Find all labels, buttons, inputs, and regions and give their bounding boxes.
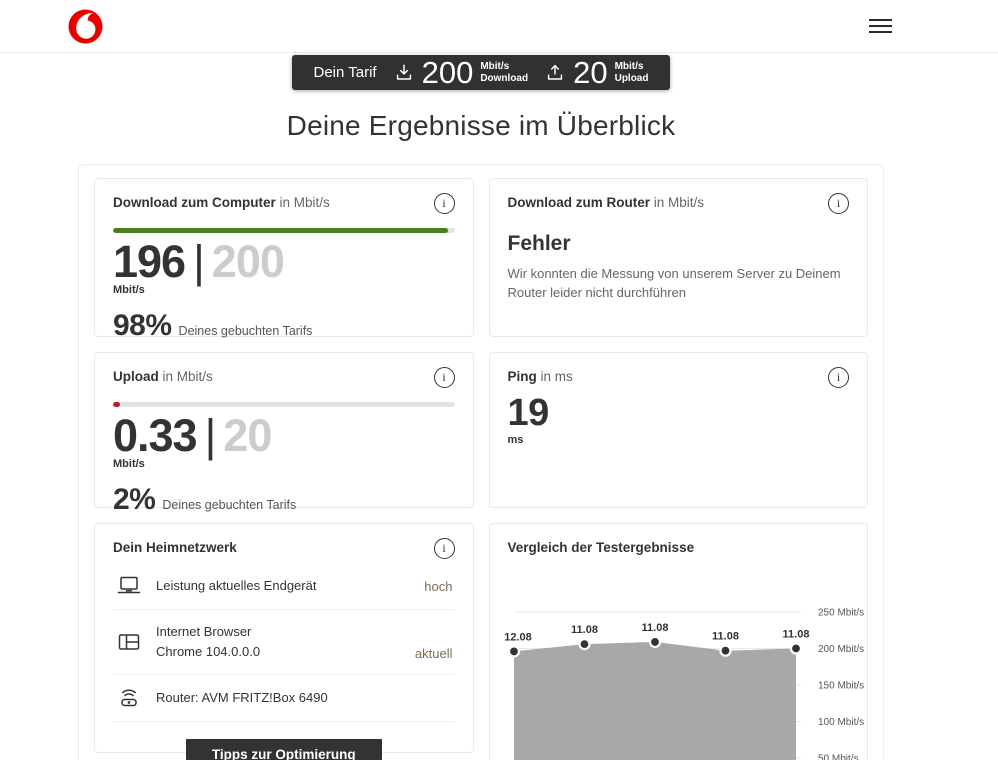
router-icon (115, 687, 142, 709)
svg-text:11.08: 11.08 (571, 624, 598, 636)
browser-icon (115, 632, 142, 652)
download-icon (393, 62, 415, 84)
tariff-upload-value: 20 (573, 57, 607, 88)
card-title: Download zum Computer in Mbit/s (113, 195, 330, 210)
download-percent-label: Deines gebuchten Tarifs (179, 324, 313, 338)
menu-hamburger-icon[interactable] (869, 15, 892, 37)
card-title: Upload in Mbit/s (113, 369, 213, 384)
svg-text:11.08: 11.08 (712, 631, 739, 643)
card-title: Ping in ms (508, 369, 573, 384)
info-icon[interactable]: i (828, 193, 849, 214)
network-row-status: hoch (424, 579, 452, 594)
tariff-download-value: 200 (422, 57, 474, 88)
network-row-device: Leistung aktuelles Endgerät hoch (113, 563, 455, 610)
card-title: Vergleich der Testergebnisse (508, 540, 695, 555)
card-title: Dein Heimnetzwerk (113, 540, 237, 555)
tariff-upload: 20 Mbit/s Upload (544, 57, 648, 88)
tariff-banner: Dein Tarif 200 Mbit/s Download 20 Mbit/s (292, 55, 671, 90)
results-container: Download zum Computer in Mbit/s i 196|20… (78, 164, 884, 760)
tariff-download: 200 Mbit/s Download (393, 57, 529, 88)
card-download-router: Download zum Router in Mbit/s i Fehler W… (489, 178, 869, 337)
svg-text:150 Mbit/s: 150 Mbit/s (818, 681, 864, 692)
tariff-label: Dein Tarif (314, 64, 377, 81)
vodafone-logo-icon[interactable] (68, 9, 103, 44)
router-error-title: Fehler (508, 232, 850, 256)
svg-text:12.08: 12.08 (504, 631, 532, 643)
network-row-status: aktuell (415, 646, 453, 662)
tariff-upload-unit: Mbit/s Upload (615, 61, 649, 84)
card-comparison-chart: Vergleich der Testergebnisse 250 Mbit/s2… (489, 523, 869, 760)
router-error-message: Wir konnten die Messung von unserem Serv… (508, 265, 850, 303)
laptop-icon (115, 575, 142, 597)
upload-percent: 2% (113, 483, 155, 517)
download-progress-bar (113, 228, 455, 233)
upload-icon (544, 62, 566, 84)
card-title: Download zum Router in Mbit/s (508, 195, 705, 210)
svg-text:50 Mbit/s: 50 Mbit/s (818, 754, 859, 760)
info-icon[interactable]: i (434, 538, 455, 559)
ping-value: 19 (508, 394, 850, 434)
upload-result-value: 0.33|20 (113, 413, 455, 458)
info-icon[interactable]: i (434, 193, 455, 214)
svg-text:250 Mbit/s: 250 Mbit/s (818, 608, 864, 619)
svg-text:11.08: 11.08 (641, 622, 668, 634)
svg-text:11.08: 11.08 (782, 629, 809, 641)
svg-text:200 Mbit/s: 200 Mbit/s (818, 644, 864, 655)
info-icon[interactable]: i (434, 367, 455, 388)
card-home-network: Dein Heimnetzwerk i Leistung aktuelles E… (94, 523, 474, 753)
upload-percent-label: Deines gebuchten Tarifs (162, 498, 296, 512)
tariff-download-unit: Mbit/s Download (480, 61, 528, 84)
network-row-browser: Internet Browser Chrome 104.0.0.0 aktuel… (113, 610, 455, 675)
network-row-router: Router: AVM FRITZ!Box 6490 (113, 675, 455, 722)
tips-optimization-button[interactable]: Tipps zur Optimierung (186, 739, 382, 760)
card-upload: Upload in Mbit/s i 0.33|20 Mbit/s 2% Dei… (94, 352, 474, 508)
download-percent: 98% (113, 309, 172, 343)
app-header (0, 0, 998, 53)
network-row-label: Router: AVM FRITZ!Box 6490 (156, 688, 328, 708)
info-icon[interactable]: i (828, 367, 849, 388)
network-row-label: Leistung aktuelles Endgerät (156, 576, 316, 596)
svg-text:100 Mbit/s: 100 Mbit/s (818, 717, 864, 728)
page-title: Deine Ergebnisse im Überblick (78, 110, 884, 142)
card-ping: Ping in ms i 19 ms (489, 352, 869, 508)
comparison-chart-svg: 250 Mbit/s 200 Mbit/s 150 Mbit/s 100 Mbit/s… (508, 596, 868, 760)
upload-progress-bar (113, 402, 455, 407)
content-column: Dein Tarif 200 Mbit/s Download 20 Mbit/s (78, 55, 884, 760)
download-result-value: 196|200 (113, 239, 455, 284)
ping-unit: ms (508, 434, 850, 446)
network-row-label: Internet Browser Chrome 104.0.0.0 (156, 622, 260, 662)
card-download-computer: Download zum Computer in Mbit/s i 196|20… (94, 178, 474, 337)
